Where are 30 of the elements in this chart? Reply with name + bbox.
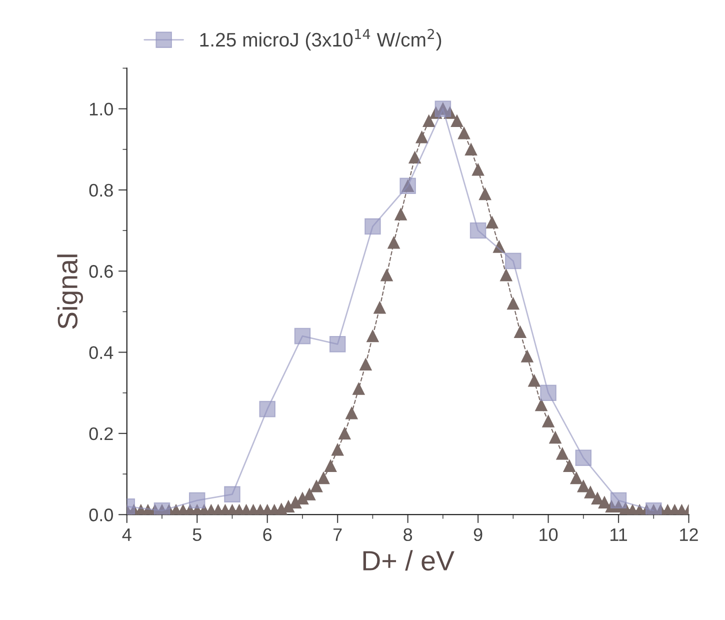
x-tick-label: 4 bbox=[122, 528, 132, 541]
point bbox=[540, 384, 556, 402]
y-tick-label: 0.4 bbox=[89, 346, 114, 359]
x-tick-label: 10 bbox=[540, 528, 558, 542]
y-tick-label: 0.2 bbox=[89, 427, 113, 440]
point bbox=[505, 252, 522, 270]
x-tick-label: 5 bbox=[192, 528, 202, 542]
x-tick-label: 7 bbox=[333, 528, 342, 541]
point bbox=[224, 486, 240, 502]
y-tick-label: 0.0 bbox=[89, 508, 113, 522]
y-tick-label: 0.6 bbox=[89, 265, 113, 278]
point bbox=[294, 328, 311, 344]
x-tick-label: 11 bbox=[610, 528, 628, 541]
x-tick-label: 12 bbox=[680, 528, 698, 541]
point bbox=[329, 336, 346, 352]
point bbox=[575, 450, 592, 466]
point bbox=[400, 178, 416, 194]
y-tick-label: 1.0 bbox=[90, 102, 113, 116]
x-tick-label: 8 bbox=[404, 528, 412, 542]
x-tick-label: 9 bbox=[474, 528, 482, 542]
y-tick-label: 0.8 bbox=[89, 184, 113, 197]
x-tick-label: 6 bbox=[263, 528, 272, 542]
point bbox=[188, 492, 206, 509]
y-axis-title: Signal bbox=[57, 254, 84, 329]
x-axis-title: D+ / eV bbox=[363, 550, 454, 571]
legend-label: 1.25 microJ (3x10$^{14}$ W/cm$^{2}$) bbox=[200, 28, 442, 50]
point bbox=[259, 400, 276, 418]
point bbox=[610, 492, 627, 509]
point bbox=[470, 222, 486, 239]
point bbox=[364, 218, 381, 235]
